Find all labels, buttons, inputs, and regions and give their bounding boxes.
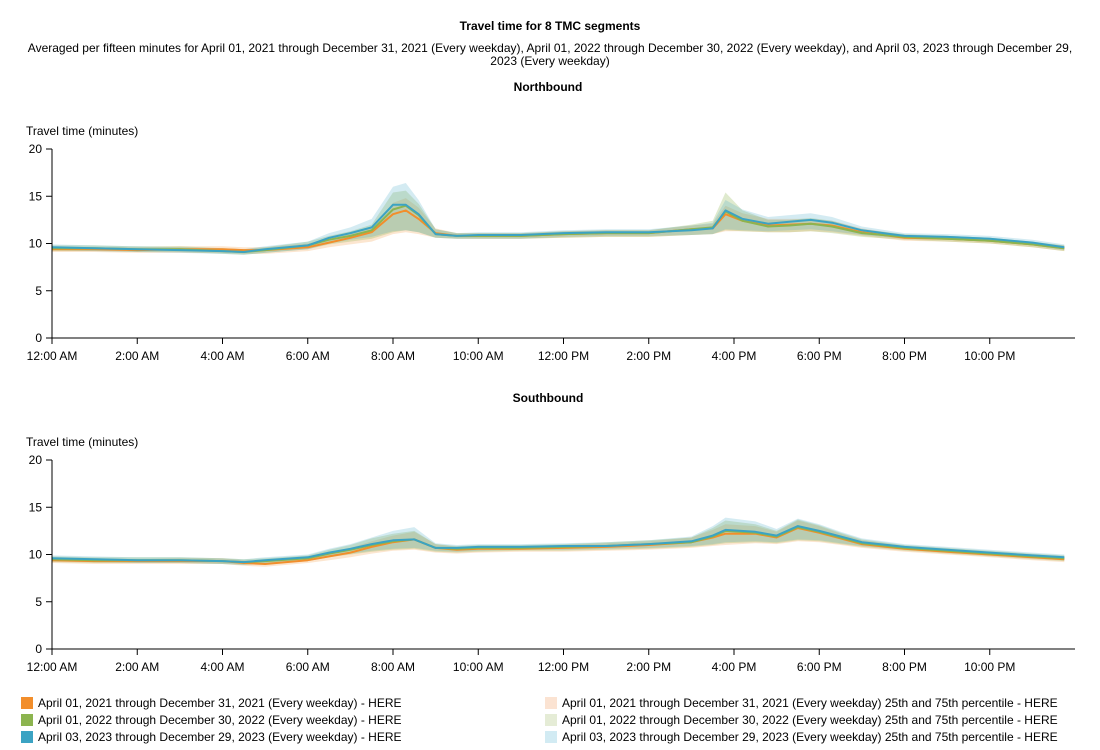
legend-item-2023-percentile[interactable]: April 03, 2023 through December 29, 2023… — [545, 730, 1058, 744]
southbound-y-tick-label: 10 — [29, 548, 43, 562]
southbound-percentile-band-0 — [52, 520, 1065, 567]
legend-swatch-2021-percentile — [545, 697, 557, 709]
legend-label-2022-percentile: April 01, 2022 through December 30, 2022… — [562, 713, 1058, 727]
southbound-x-tick-label: 6:00 PM — [797, 660, 842, 674]
northbound-x-tick-label: 8:00 AM — [371, 349, 415, 363]
northbound-series-line-1[interactable] — [52, 204, 1065, 253]
northbound-x-tick-label: 4:00 AM — [200, 349, 244, 363]
southbound-percentile-band-2 — [52, 517, 1065, 565]
southbound-x-tick-label: 6:00 AM — [286, 660, 330, 674]
legend-swatch-2021 — [21, 697, 33, 709]
southbound-x-tick-label: 2:00 AM — [115, 660, 159, 674]
northbound-series-line-2[interactable] — [51, 203, 1065, 253]
northbound-y-tick-label: 0 — [35, 331, 42, 345]
legend-label-2021: April 01, 2021 through December 31, 2021… — [38, 696, 402, 710]
legend-label-2023: April 03, 2023 through December 29, 2023… — [38, 730, 402, 744]
legend-label-2021-percentile: April 01, 2021 through December 31, 2021… — [562, 696, 1058, 710]
southbound-panel-title: Southbound — [513, 391, 584, 405]
legend-item-2023[interactable]: April 03, 2023 through December 29, 2023… — [21, 730, 402, 744]
northbound-series-line-0[interactable] — [52, 209, 1065, 252]
northbound-percentile-band-0 — [52, 198, 1065, 254]
southbound-chart: Southbound Travel time (minutes) 0 5 10 15 20 1… — [26, 391, 1075, 674]
northbound-y-tick-label: 15 — [29, 189, 43, 203]
legend-item-2022-percentile[interactable]: April 01, 2022 through December 30, 2022… — [545, 713, 1058, 727]
chart-title: Travel time for 8 TMC segments — [459, 19, 641, 33]
northbound-chart: Northbound Travel time (minutes) 0 5 10 15 20 1… — [26, 80, 1075, 363]
northbound-x-tick-label: 8:00 PM — [882, 349, 927, 363]
northbound-x-tick-label: 4:00 PM — [712, 349, 757, 363]
legend-label-2023-percentile: April 03, 2023 through December 29, 2023… — [562, 730, 1058, 744]
legend-swatch-2022 — [21, 714, 33, 726]
southbound-x-tick-label: 4:00 AM — [200, 660, 244, 674]
southbound-x-tick-label: 10:00 AM — [453, 660, 504, 674]
southbound-x-tick-label: 4:00 PM — [712, 660, 757, 674]
southbound-x-tick-label: 12:00 PM — [538, 660, 589, 674]
northbound-y-axis-label: Travel time (minutes) — [26, 124, 138, 138]
northbound-y-tick-label: 5 — [35, 284, 42, 298]
southbound-series-line-2[interactable] — [51, 525, 1065, 564]
southbound-y-tick-label: 0 — [35, 642, 42, 656]
legend-item-2022[interactable]: April 01, 2022 through December 30, 2022… — [21, 713, 402, 727]
southbound-y-tick-label: 15 — [29, 500, 43, 514]
legend-label-2022: April 01, 2022 through December 30, 2022… — [38, 713, 402, 727]
legend-swatch-2022-percentile — [545, 714, 557, 726]
southbound-y-tick-label: 20 — [29, 453, 43, 467]
southbound-y-axis-label: Travel time (minutes) — [26, 435, 138, 449]
northbound-x-tick-label: 12:00 PM — [538, 349, 589, 363]
northbound-x-tick-label: 2:00 PM — [626, 349, 671, 363]
southbound-y-tick-label: 5 — [35, 595, 42, 609]
southbound-x-tick-label: 12:00 AM — [27, 660, 78, 674]
northbound-x-tick-label: 2:00 AM — [115, 349, 159, 363]
northbound-x-tick-label: 12:00 AM — [27, 349, 78, 363]
legend-item-2021-percentile[interactable]: April 01, 2021 through December 31, 2021… — [545, 696, 1058, 710]
southbound-x-tick-label: 8:00 AM — [371, 660, 415, 674]
northbound-x-tick-label: 6:00 AM — [286, 349, 330, 363]
northbound-y-tick-label: 20 — [29, 142, 43, 156]
southbound-x-tick-label: 8:00 PM — [882, 660, 927, 674]
northbound-panel-title: Northbound — [514, 80, 583, 94]
northbound-percentile-band-2 — [52, 183, 1065, 255]
southbound-x-tick-label: 10:00 PM — [964, 660, 1015, 674]
northbound-x-tick-label: 10:00 PM — [964, 349, 1015, 363]
northbound-y-tick-label: 10 — [29, 237, 43, 251]
legend-item-2021[interactable]: April 01, 2021 through December 31, 2021… — [21, 696, 402, 710]
southbound-x-tick-label: 2:00 PM — [626, 660, 671, 674]
northbound-x-tick-label: 10:00 AM — [453, 349, 504, 363]
chart-subtitle: Averaged per fifteen minutes for April 0… — [27, 41, 1073, 68]
northbound-x-tick-label: 6:00 PM — [797, 349, 842, 363]
legend-swatch-2023-percentile — [545, 731, 557, 743]
northbound-percentile-band-1 — [52, 190, 1065, 255]
legend-swatch-2023 — [21, 731, 33, 743]
